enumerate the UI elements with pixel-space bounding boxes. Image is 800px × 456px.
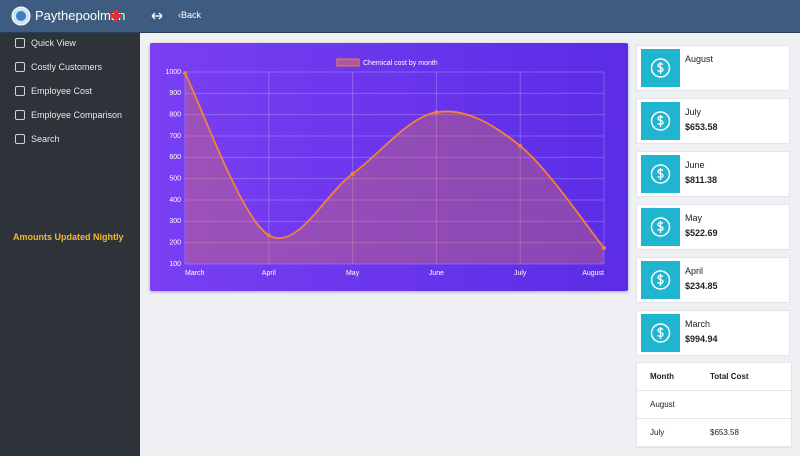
y-tick-label: 300 [169,218,181,225]
card-amount: $522.69 [685,228,718,238]
nav-item[interactable]: Search [31,134,60,144]
nav-icon [15,110,25,120]
x-tick-label: June [429,270,444,277]
point [266,233,271,238]
table-row: July $653.58 [637,419,791,447]
point [602,246,606,250]
dollar-icon [641,208,680,246]
dollar-glyph [650,58,671,78]
card-month: July [685,107,702,117]
table-header: Month Total Cost [637,363,791,391]
point [183,71,187,76]
column-header: Month [650,372,674,381]
legend-swatch [336,58,360,67]
nav-item[interactable]: Employee Comparison [31,110,123,120]
x-tick-label: July [514,270,527,277]
y-tick-label: 1000 [165,69,181,76]
y-tick-label: 400 [169,197,181,204]
table-cell: $653.58 [710,428,739,437]
brand-plus [110,10,122,22]
summary-card: July $653.58 [636,98,790,144]
brand[interactable]: Paythepoolman [35,8,126,23]
dollar-icon [641,261,680,299]
card-amount: $234.85 [685,281,718,291]
y-tick-label: 200 [169,240,181,247]
y-tick-label: 100 [169,261,181,268]
area [185,73,604,264]
card-month: June [685,160,705,170]
sidebar: Amounts Updated Nightly Quick View Costly… [0,33,140,456]
logo [11,6,31,26]
back-link[interactable]: ‹Back [178,10,202,20]
dollar-glyph [650,323,671,343]
dollar-glyph [650,270,671,290]
dollar-glyph [650,164,671,184]
legend-label: Chemical cost by month [363,60,438,67]
x-tick-label: March [185,270,205,277]
line [184,72,605,249]
card-amount: $994.94 [685,334,718,344]
nav-icon [15,86,25,96]
nav-item[interactable]: Employee Cost [31,86,93,96]
table-cell: August [650,400,675,409]
summary-card: June $811.38 [636,151,790,197]
y-tick-label: 600 [169,154,181,161]
card-month: March [685,319,711,329]
y-tick-label: 500 [169,176,181,183]
table-cell: July [650,428,665,437]
dollar-icon [641,314,680,352]
y-tick-label: 900 [169,90,181,97]
chart: 100 200 300 400 500 600 700 800 900 1000 March Apri… [165,58,606,277]
x-tick-label: August [582,270,604,277]
nav-item[interactable]: Costly Customers [31,62,103,72]
table: Month Total Cost August July $653.58 [636,362,792,448]
column-header: Total Cost [710,372,749,381]
point [350,171,355,176]
nav-icon [15,38,25,48]
summary-card: March $994.94 [636,310,790,356]
dollar-glyph [650,217,671,237]
dollar-icon [641,155,680,193]
nav-icon [15,134,25,144]
dollar-glyph [650,111,671,131]
nav-icon [15,62,25,72]
card-month: August [685,54,714,64]
table-row: August [637,391,791,419]
dollar-icon [641,102,680,140]
y-tick-label: 700 [169,133,181,140]
card-amount: $811.38 [685,175,718,185]
summary-card: August [636,45,790,91]
x-tick-label: May [346,270,360,277]
summary-card: May $522.69 [636,204,790,250]
point [518,143,523,148]
notice: Amounts Updated Nightly [13,232,124,242]
y-tick-label: 800 [169,112,181,119]
nav-item[interactable]: Quick View [31,38,76,48]
dollar-icon [641,49,680,87]
top-bar: Paythepoolman ‹Back [0,0,800,33]
summary-card: April $234.85 [636,257,790,303]
card-amount: $653.58 [685,122,718,132]
sidebar-toggle[interactable] [151,11,163,21]
chart-panel: 100 200 300 400 500 600 700 800 900 1000 March Apri… [150,43,628,291]
x-tick-label: April [262,270,276,277]
point [434,110,439,115]
card-month: May [685,213,703,223]
card-month: April [685,266,704,276]
